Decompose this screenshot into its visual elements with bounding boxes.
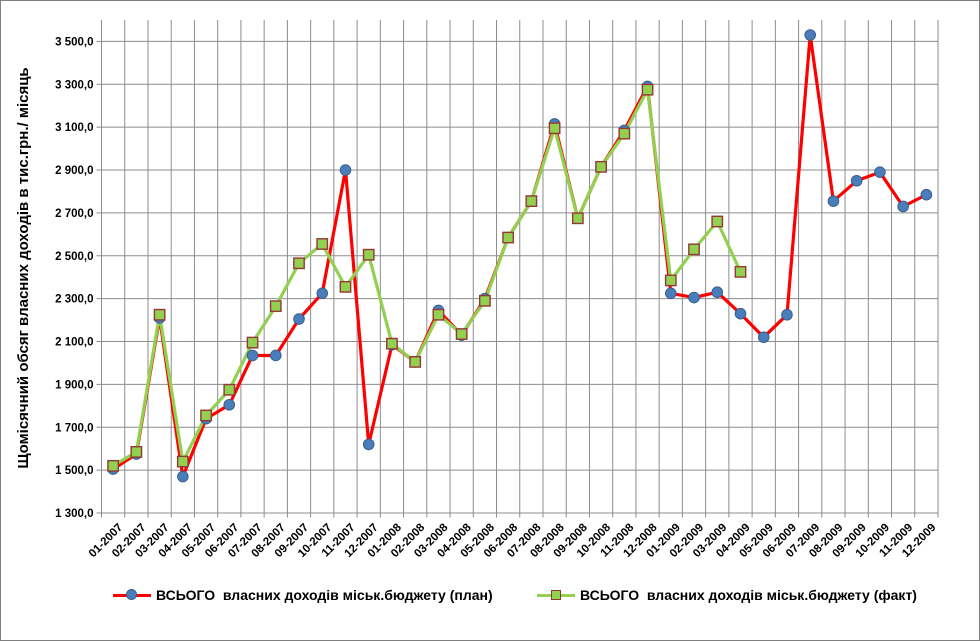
- y-tick-label: 1 500,0: [55, 465, 93, 477]
- fact-data-point: [525, 195, 538, 208]
- fact-data-point: [688, 243, 700, 256]
- y-tick-label: 1 700,0: [55, 422, 93, 434]
- legend-label-fact: ВСЬОГО власних доходів міськ.бюджету (фа…: [580, 587, 917, 603]
- y-axis-title: Щомісячний обсяг власних доходів в тис.г…: [15, 67, 32, 469]
- fact-data-point: [409, 355, 422, 368]
- plan-data-point: [734, 307, 747, 320]
- fact-data-point: [246, 336, 259, 349]
- plan-data-point: [688, 291, 700, 304]
- plan-series-line-marker-icon: [113, 588, 151, 602]
- fact-data-point: [107, 459, 120, 472]
- plan-data-point: [920, 188, 933, 201]
- plan-data-point: [362, 438, 375, 451]
- plan-data-point: [897, 200, 909, 213]
- fact-data-point: [432, 308, 445, 321]
- fact-series-line-marker-icon: [537, 588, 575, 602]
- fact-data-point: [664, 274, 677, 287]
- fact-data-point: [571, 212, 584, 225]
- plan-data-point: [874, 166, 886, 178]
- y-tick-label: 2 100,0: [55, 337, 93, 349]
- plan-data-point: [177, 470, 189, 483]
- fact-series-line: [111, 88, 743, 468]
- plan-data-point: [827, 195, 840, 207]
- fact-data-point: [130, 446, 143, 458]
- fact-data-point: [362, 248, 375, 261]
- y-tick-label: 2 500,0: [55, 251, 93, 263]
- fact-data-point: [293, 257, 305, 270]
- legend-label-plan: ВСЬОГО власних доходів міськ.бюджету (пл…: [156, 587, 493, 603]
- legend-item-fact: ВСЬОГО власних доходів міськ.бюджету (фа…: [537, 584, 917, 606]
- y-tick-label: 2 700,0: [55, 208, 93, 220]
- fact-data-point: [269, 300, 282, 313]
- y-tick-label: 3 500,0: [55, 36, 93, 48]
- plan-data-point: [664, 287, 677, 300]
- plan-data-point: [711, 286, 724, 299]
- fact-data-point: [200, 409, 212, 422]
- fact-data-point: [316, 238, 329, 250]
- fact-data-point: [176, 455, 189, 468]
- plan-data-point: [781, 308, 793, 321]
- plan-data-point: [246, 349, 259, 362]
- fact-data-point: [711, 215, 724, 228]
- fact-data-point: [641, 83, 654, 96]
- y-tick-label: 3 300,0: [55, 79, 93, 91]
- fact-data-point: [455, 328, 468, 340]
- y-tick-label: 3 100,0: [55, 122, 93, 134]
- legend-item-plan: ВСЬОГО власних доходів міськ.бюджету (пл…: [113, 584, 493, 606]
- plan-data-point: [316, 287, 329, 300]
- legend: ВСЬОГО власних доходів міськ.бюджету (пл…: [1, 584, 979, 610]
- plan-data-point: [850, 174, 863, 187]
- fact-data-point: [595, 160, 607, 173]
- fact-data-point: [734, 265, 747, 278]
- y-tick-label: 1 900,0: [55, 379, 93, 391]
- fact-data-point: [478, 294, 491, 307]
- plan-data-point: [339, 164, 352, 176]
- y-tick-label: 2 300,0: [55, 294, 93, 306]
- fact-data-point: [339, 280, 352, 293]
- fact-data-point: [548, 122, 561, 135]
- plan-data-point: [757, 331, 770, 344]
- y-tick-label: 1 300,0: [55, 508, 93, 520]
- y-tick-label: 2 900,0: [55, 165, 93, 177]
- fact-data-point: [223, 383, 236, 396]
- plan-data-point: [223, 398, 236, 411]
- plan-data-point: [293, 313, 305, 325]
- plan-data-point: [804, 29, 817, 41]
- fact-data-point: [502, 231, 515, 244]
- plan-data-point: [269, 349, 282, 362]
- fact-data-point: [618, 127, 631, 140]
- fact-data-point: [386, 337, 398, 350]
- fact-data-point: [153, 308, 166, 321]
